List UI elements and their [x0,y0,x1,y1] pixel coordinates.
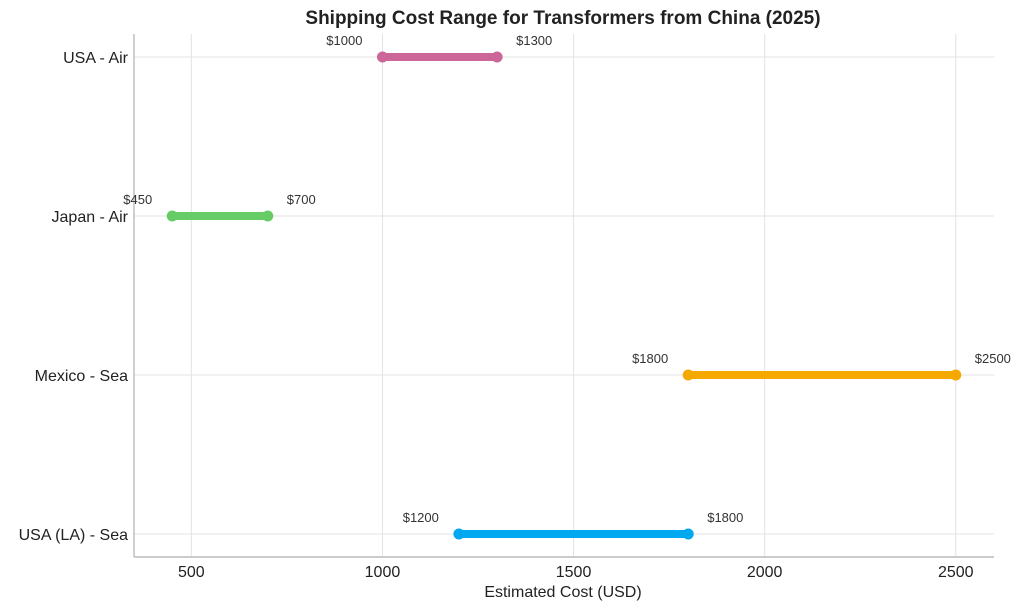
range-max-point [491,51,503,63]
max-value-label: $700 [287,192,316,207]
min-value-label: $1800 [632,351,668,366]
y-tick-label: Mexico - Sea [35,368,128,385]
range-max-point [950,369,962,381]
range-min-point [166,210,178,222]
min-value-label: $450 [123,192,152,207]
min-value-label: $1000 [326,33,362,48]
x-axis-label: Estimated Cost (USD) [484,584,641,601]
x-tick-label: 500 [178,564,205,581]
y-tick-label: USA (LA) - Sea [19,527,128,544]
axes [133,34,994,558]
range-min-point [453,528,465,540]
range-max-point [262,210,274,222]
max-value-label: $2500 [975,351,1011,366]
x-tick-label: 1000 [365,564,401,581]
max-value-label: $1300 [516,33,552,48]
x-tick-label: 1500 [556,564,592,581]
chart-title: Shipping Cost Range for Transformers fro… [305,8,820,29]
x-tick-label: 2500 [938,564,974,581]
range-min-point [682,369,694,381]
range-max-point [682,528,694,540]
x-tick-label: 2000 [747,564,783,581]
y-tick-labels: USA - Air Japan - Air Mexico - Sea USA (LA)… [19,50,129,544]
max-value-label: $1800 [707,510,743,525]
range-min-point [376,51,388,63]
y-tick-label: Japan - Air [52,209,129,226]
grid [134,34,994,557]
range-series: $1000 $1300 $450 $700 $1800 $2500 $1200 $1800 [123,33,1011,540]
x-tick-labels: 500 1000 1500 2000 2500 [178,564,974,581]
min-value-label: $1200 [403,510,439,525]
y-tick-label: USA - Air [63,50,129,67]
